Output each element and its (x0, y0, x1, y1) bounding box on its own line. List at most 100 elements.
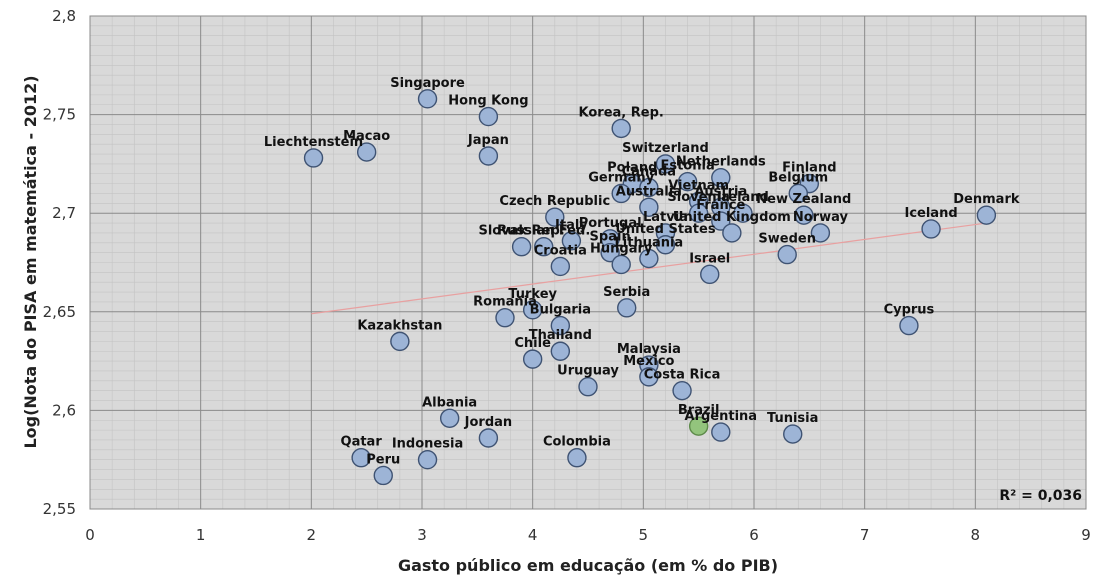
data-point (611, 183, 631, 204)
data-label: Finland (782, 161, 836, 176)
data-point (700, 264, 720, 285)
data-point (522, 300, 543, 320)
data-label: New Zealand (756, 192, 851, 207)
y-tick-label: 2,7 (52, 204, 76, 222)
x-tick-label: 4 (528, 526, 538, 544)
x-tick-label: 8 (971, 526, 981, 544)
data-label: Israel (689, 251, 730, 266)
data-label: Liechtenstein (264, 135, 363, 150)
data-point (655, 154, 676, 174)
data-labels: Singapore Hong Kong Korea, Rep. MacaoLiecht… (264, 76, 1020, 468)
data-label: United States (615, 222, 716, 237)
data-label: Denmark (953, 192, 1020, 207)
data-point (390, 331, 410, 352)
data-label: Qatar (341, 435, 383, 450)
data-point (417, 450, 438, 470)
r-squared-label: R² = 0,036 (999, 488, 1082, 504)
data-label: Bulgaria (530, 303, 591, 318)
data-label: Austria (694, 184, 747, 199)
data-point (567, 448, 587, 468)
data-point (810, 223, 831, 243)
data-point (578, 377, 598, 397)
data-point (417, 89, 438, 109)
data-label: Kazakhstan (357, 318, 442, 333)
x-tick-label: 2 (307, 526, 317, 544)
data-label: Malaysia (617, 342, 681, 357)
y-tick-label: 2,75 (43, 106, 76, 124)
data-point (639, 367, 659, 387)
x-tick-label: 9 (1081, 526, 1091, 544)
data-point (639, 248, 659, 269)
data-point (711, 211, 731, 231)
data-label: Spain (590, 230, 631, 245)
y-tick-label: 2,55 (43, 500, 76, 518)
data-label: United Kingdom (673, 210, 791, 225)
data-label: Jordan (464, 415, 513, 430)
data-label: Singapore (390, 76, 465, 91)
x-tick-label: 6 (749, 526, 759, 544)
data-point (545, 207, 565, 227)
data-label: Albania (422, 395, 477, 410)
data-point (511, 237, 532, 257)
minor-gridlines (90, 16, 1086, 509)
data-label: Iceland (904, 206, 957, 221)
data-label: Portugal (579, 216, 642, 231)
y-tick-label: 2,65 (43, 303, 76, 321)
x-tick-label: 5 (639, 526, 649, 544)
data-label: Czech Republic (499, 194, 610, 209)
data-label: Japan (467, 133, 509, 148)
data-label: Germany (588, 170, 654, 185)
data-point (672, 380, 692, 401)
x-tick-label: 1 (196, 526, 206, 544)
data-label: Macao (343, 129, 390, 144)
data-point (550, 315, 571, 336)
data-label: Brazil (678, 403, 720, 418)
data-points (303, 89, 997, 486)
data-point (351, 448, 371, 468)
data-label: Vietnam (668, 178, 729, 193)
data-label: Mexico (623, 354, 674, 369)
x-axis-ticks: 0 1 2 3 4 5 6 7 8 9 (85, 526, 1091, 544)
data-label: France (696, 198, 745, 213)
x-tick-label: 7 (860, 526, 870, 544)
data-label: Switzerland (622, 141, 709, 156)
x-tick-label: 0 (85, 526, 95, 544)
data-label: Estonia (660, 159, 714, 174)
data-point (550, 256, 571, 277)
data-label: Belgium (768, 170, 828, 185)
y-axis-title: Log(Nota do PISA em matemática - 2012) (21, 75, 40, 448)
data-point (478, 106, 499, 127)
data-label: Slovak Rep. (478, 224, 564, 239)
data-point (478, 146, 499, 166)
data-label: Australia (616, 184, 682, 199)
data-point (899, 315, 919, 336)
data-point (921, 219, 941, 239)
data-point (611, 118, 631, 139)
data-point (550, 341, 571, 361)
data-point (303, 148, 324, 168)
data-label: Colombia (543, 435, 611, 450)
data-point (677, 171, 698, 192)
data-label: Costa Rica (644, 368, 721, 383)
major-gridlines (89, 15, 1087, 510)
data-label: Turkey (508, 287, 557, 302)
data-point (688, 203, 709, 223)
data-label: Poland (607, 161, 657, 176)
data-point (777, 244, 797, 265)
data-point (478, 428, 499, 448)
data-point (733, 203, 753, 223)
data-point (639, 177, 659, 198)
data-label: Croatia (534, 243, 587, 258)
data-point (522, 349, 543, 369)
data-point (617, 298, 637, 318)
y-tick-label: 2,8 (52, 7, 76, 25)
data-label: Russian Fed. (497, 224, 590, 239)
y-tick-label: 2,6 (52, 401, 76, 419)
data-label: Italy (555, 218, 588, 233)
data-label: Canada (622, 165, 676, 180)
data-point (600, 242, 620, 263)
data-label: Netherlands (676, 155, 766, 170)
data-label: Romania (473, 295, 537, 310)
data-label: Hong Kong (448, 94, 528, 109)
data-point (711, 422, 731, 442)
